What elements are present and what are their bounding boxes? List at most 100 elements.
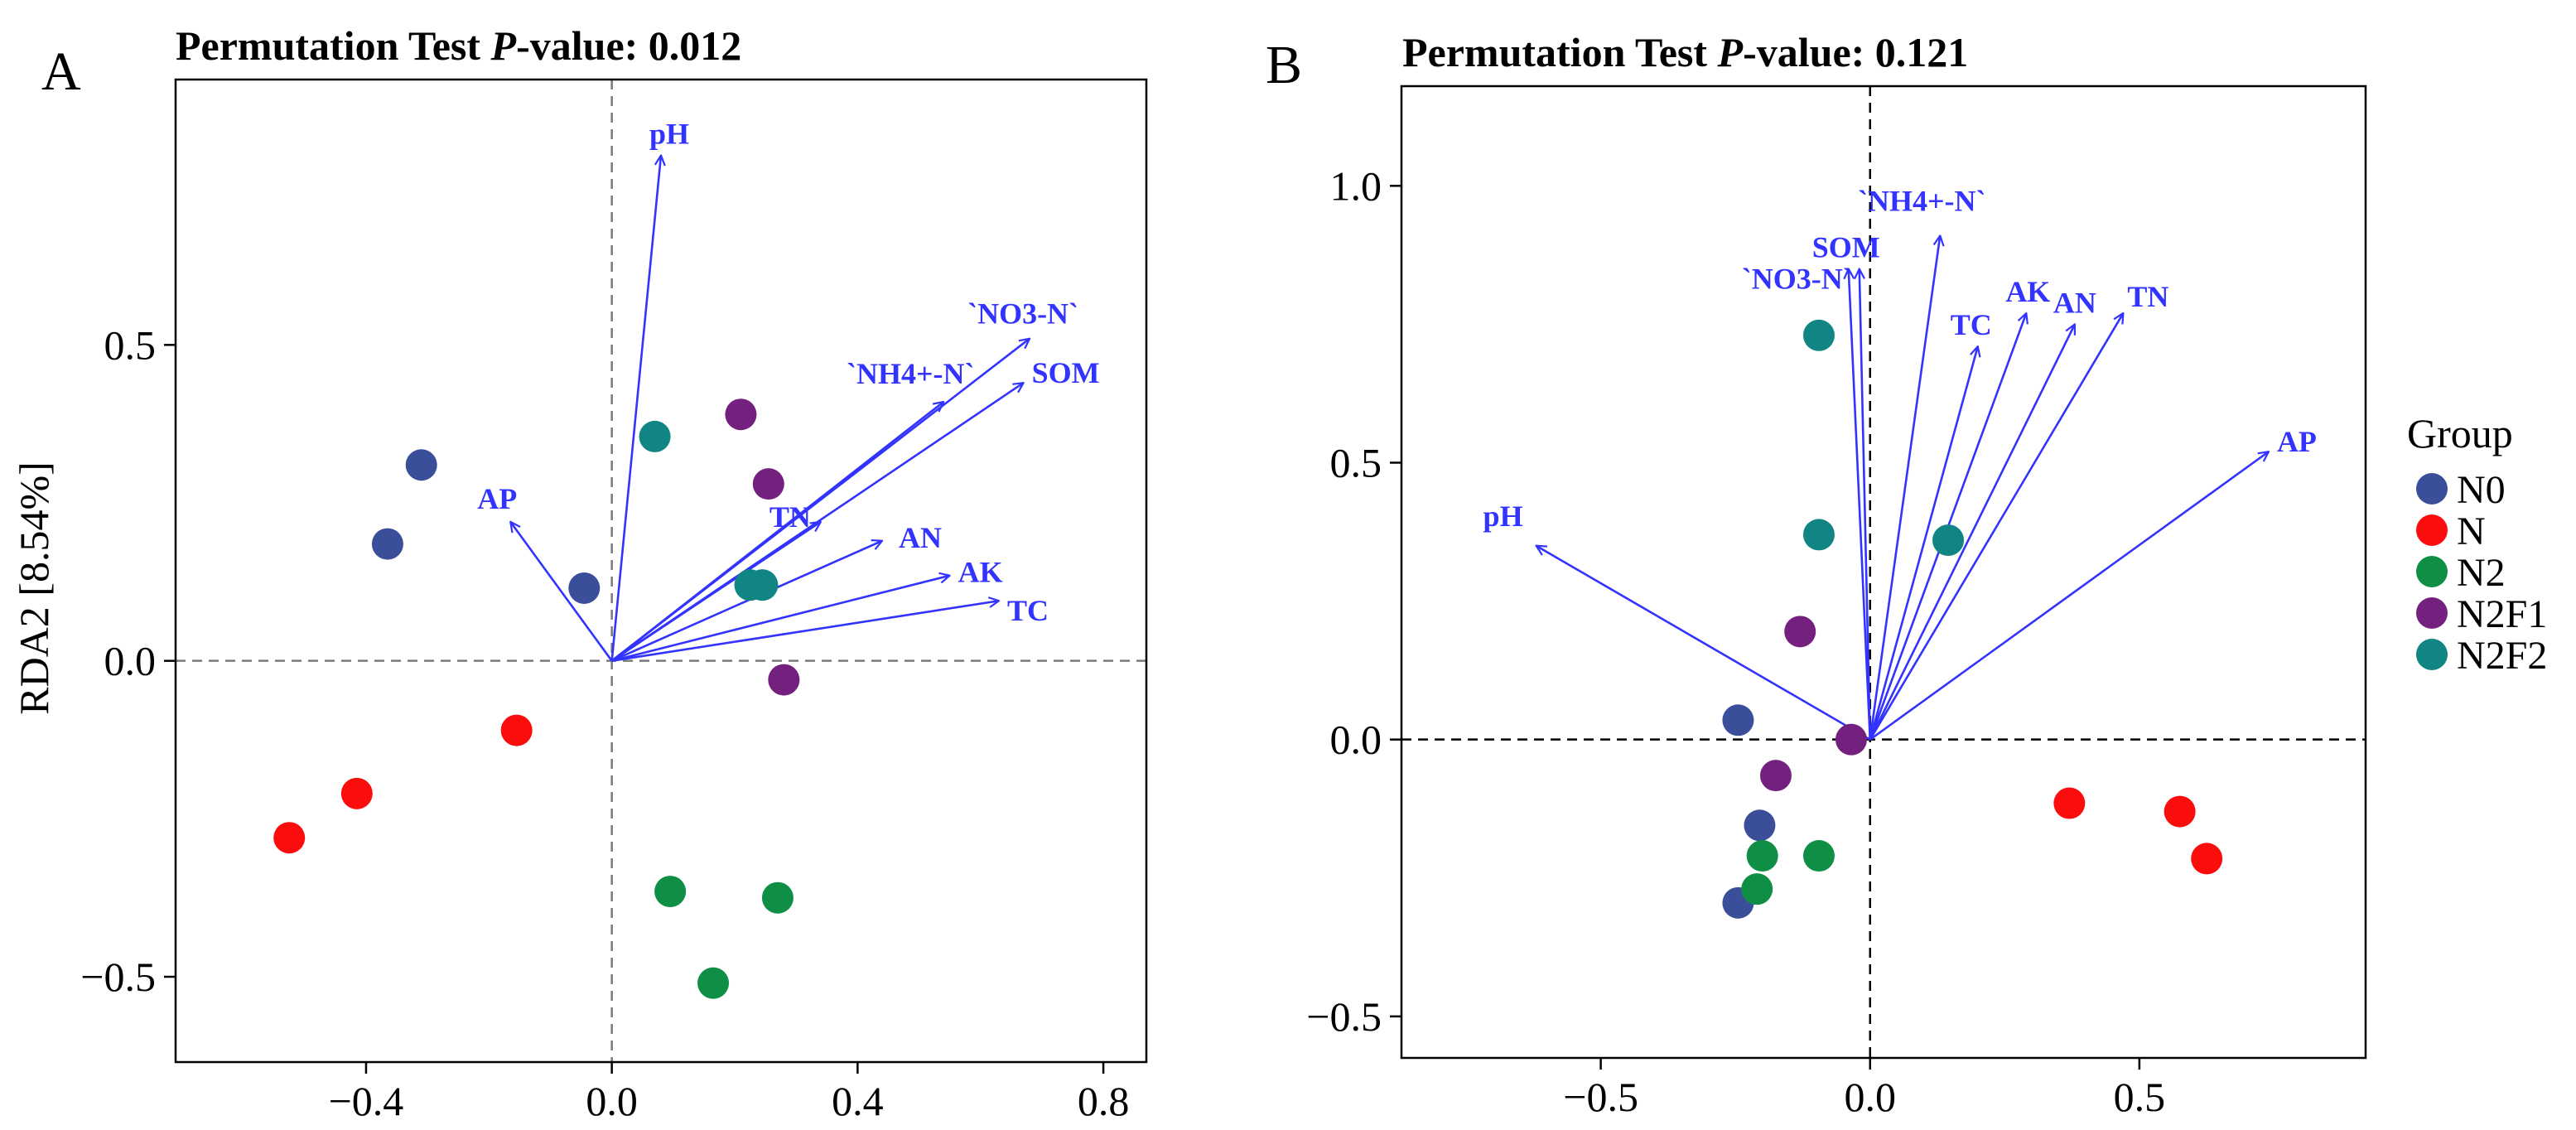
legend-label-n: N (2457, 509, 2486, 553)
env-arrow-ak (611, 576, 950, 662)
panel-b: B Permutation Test P-value: 0.121 −0.5 0.… (1266, 29, 2367, 1120)
y-tick-label: 0.5 (104, 321, 157, 368)
env-arrow-label-ak: AK (2005, 275, 2050, 308)
env-arrow-label-ak: AK (958, 556, 1003, 589)
point-n2f1 (768, 664, 800, 696)
y-tick-label: 0.0 (104, 638, 157, 684)
legend-swatch-n2f2 (2416, 639, 2448, 670)
env-arrow-tn (610, 522, 821, 662)
point-n2 (1741, 873, 1773, 905)
point-n2f1 (725, 398, 757, 431)
x-tick-label: 0.0 (586, 1078, 638, 1124)
env-arrow-label-ph: pH (649, 118, 689, 151)
point-n2 (654, 876, 687, 908)
env-arrow-label-tc: TC (1951, 308, 1992, 341)
env-arrow-no3-n (1849, 269, 1872, 740)
point-n2f2 (1932, 524, 1965, 557)
y-tick-label: 1.0 (1330, 162, 1382, 209)
point-n0 (371, 528, 403, 560)
point-n0 (1744, 809, 1776, 842)
point-n2f2 (746, 569, 779, 601)
point-n0 (1722, 704, 1754, 736)
panel-a-y-axis-label: RDA2 [8.54%] (11, 461, 57, 715)
panel-b-title: Permutation Test P-value: 0.121 (1402, 29, 1968, 75)
env-arrow-label-no3-n: `NO3-N` (967, 297, 1078, 331)
plot-frame (1400, 85, 2367, 1060)
env-arrow-tc (611, 601, 999, 662)
point-n2 (1802, 840, 1835, 872)
env-arrow-label-ap: AP (2277, 425, 2317, 458)
legend-label-n0: N0 (2457, 468, 2506, 512)
point-n2f2 (1802, 319, 1835, 351)
env-arrow-ph (610, 156, 661, 661)
panel-a-title: Permutation Test P-value: 0.012 (176, 22, 741, 69)
point-n0 (405, 449, 437, 481)
env-arrow-an (611, 541, 882, 662)
y-tick-label: 0.0 (1330, 717, 1382, 763)
point-n (273, 822, 306, 854)
env-arrow-ap (510, 522, 613, 662)
env-arrow-label-som: SOM (1812, 231, 1880, 264)
legend-swatch-n2f1 (2416, 597, 2448, 629)
x-tick-label: 0.4 (832, 1078, 884, 1124)
point-n (2053, 787, 2086, 819)
point-n2f1 (1759, 760, 1792, 792)
point-n2f2 (639, 420, 671, 452)
x-tick-label: −0.5 (1563, 1074, 1638, 1120)
env-arrow-label-nh4-n: `NH4+-N` (847, 357, 974, 390)
x-tick-label: 0.5 (2114, 1074, 2166, 1120)
point-n (2191, 843, 2223, 875)
panel-a: A Permutation Test P-value: 0.012 RDA2 [… (11, 22, 1148, 1124)
point-n2f1 (1784, 616, 1816, 648)
panel-a-plot: −0.4 0.0 0.4 0.8 0.5 0.0 −0.5 pH `NO3-N` `NH4+-N`… (80, 78, 1148, 1124)
env-arrow-ph (1536, 546, 1871, 741)
env-arrow-label-tn: TN (2127, 280, 2168, 313)
y-tick-label: −0.5 (1306, 993, 1382, 1040)
legend-label-n2f1: N2F1 (2457, 592, 2547, 636)
x-tick-label: 0.0 (1844, 1074, 1896, 1120)
env-arrow-label-ph: pH (1483, 500, 1523, 533)
plot-frame (174, 78, 1148, 1064)
panel-a-letter: A (41, 41, 81, 102)
x-tick-label: 0.8 (1078, 1078, 1130, 1124)
point-n2f1 (752, 468, 784, 500)
env-arrow-tn (1869, 313, 2124, 741)
env-arrow-tc (1869, 346, 1978, 741)
point-n2f1 (1835, 723, 1867, 756)
point-n2 (761, 881, 794, 914)
env-arrow-label-tn: TN (769, 500, 811, 534)
point-n (2164, 795, 2196, 828)
legend-swatch-n (2416, 514, 2448, 546)
env-arrow-nh4-n (610, 402, 944, 662)
legend-title: Group (2407, 410, 2513, 456)
env-arrow-label-no3-n: `NO3-N` (1742, 263, 1853, 296)
point-n2 (697, 967, 730, 999)
env-arrow-som (1860, 269, 1872, 740)
env-arrow-label-an: AN (899, 521, 942, 554)
env-arrow-label-nh4-n: `NH4+-N` (1858, 184, 1985, 217)
panel-b-letter: B (1266, 35, 1302, 95)
x-tick-label: −0.4 (329, 1078, 404, 1124)
point-n (500, 714, 533, 746)
env-arrow-nh4-n (1869, 235, 1941, 740)
legend-label-n2f2: N2F2 (2457, 634, 2547, 678)
point-n2f2 (1802, 519, 1835, 551)
legend-swatch-n0 (2416, 473, 2448, 505)
point-n2 (1746, 840, 1778, 872)
point-n0 (568, 572, 601, 604)
env-arrow-an (1869, 324, 2075, 741)
legend-label-n2: N2 (2457, 551, 2506, 595)
legend-swatch-n2 (2416, 556, 2448, 587)
env-arrow-label-ap: AP (477, 482, 517, 515)
env-arrow-label-tc: TC (1007, 594, 1049, 627)
env-arrow-ap (1869, 452, 2269, 741)
env-arrow-label-som: SOM (1032, 356, 1100, 389)
point-n (340, 777, 373, 809)
panel-b-plot: −0.5 0.0 0.5 1.0 0.5 0.0 −0.5 pH `NO3-N`SOM `NH4+… (1306, 85, 2367, 1120)
env-arrow-label-an: AN (2053, 286, 2096, 319)
y-tick-label: −0.5 (80, 954, 156, 1000)
y-tick-label: 0.5 (1330, 439, 1382, 485)
